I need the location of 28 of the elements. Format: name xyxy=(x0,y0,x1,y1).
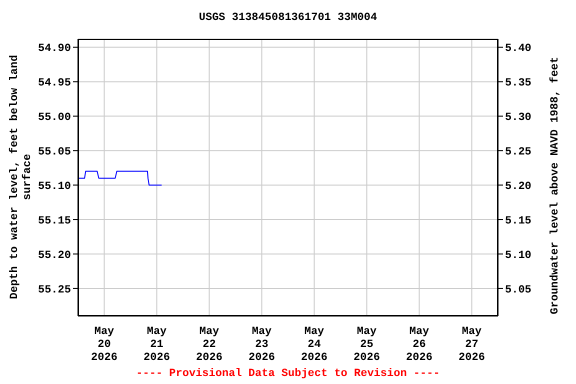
x-tick-label: May 24 2026 xyxy=(301,326,328,364)
y-tick-label: 54.90 xyxy=(38,43,71,56)
y-tick-label: 55.15 xyxy=(38,215,72,228)
y2-tick-label: 5.30 xyxy=(505,112,532,124)
y2-tick-label: 5.10 xyxy=(505,250,532,262)
x-tick-label: May 22 2026 xyxy=(196,326,222,364)
y-tick-label: 55.00 xyxy=(38,112,71,124)
x-tick-label: May 27 2026 xyxy=(458,326,485,364)
y2-tick-label: 5.35 xyxy=(505,78,532,90)
x-tick-label: May 25 2026 xyxy=(354,326,380,364)
x-tick-label: May 26 2026 xyxy=(406,326,432,364)
x-tick-label: May 20 2026 xyxy=(91,326,118,364)
y-tick-label: 54.95 xyxy=(38,78,72,90)
y2-tick-label: 5.20 xyxy=(505,180,532,193)
y2-tick-label: 5.05 xyxy=(505,284,532,296)
x-tick-label: May 23 2026 xyxy=(248,326,275,364)
x-tick-label: May 21 2026 xyxy=(144,326,170,364)
text: ---- Provisional Data Subject to Revision ---- xyxy=(135,368,441,380)
y-tick-label: 55.05 xyxy=(38,146,72,159)
y-axis-title: Depth to water level, feet below land surface xyxy=(9,53,35,301)
y-tick-label: 55.10 xyxy=(38,180,71,193)
y2-tick-label: 5.40 xyxy=(505,43,532,56)
y-tick-label: 55.20 xyxy=(38,250,71,262)
y-tick-label: 55.25 xyxy=(38,284,72,296)
y2-axis-title: Groundwater level above NAVD 1988, feet xyxy=(550,55,562,316)
chart-title: USGS 313845081361701 33M004 xyxy=(198,12,378,24)
y2-tick-label: 5.25 xyxy=(505,146,532,159)
y2-tick-label: 5.15 xyxy=(505,215,532,228)
